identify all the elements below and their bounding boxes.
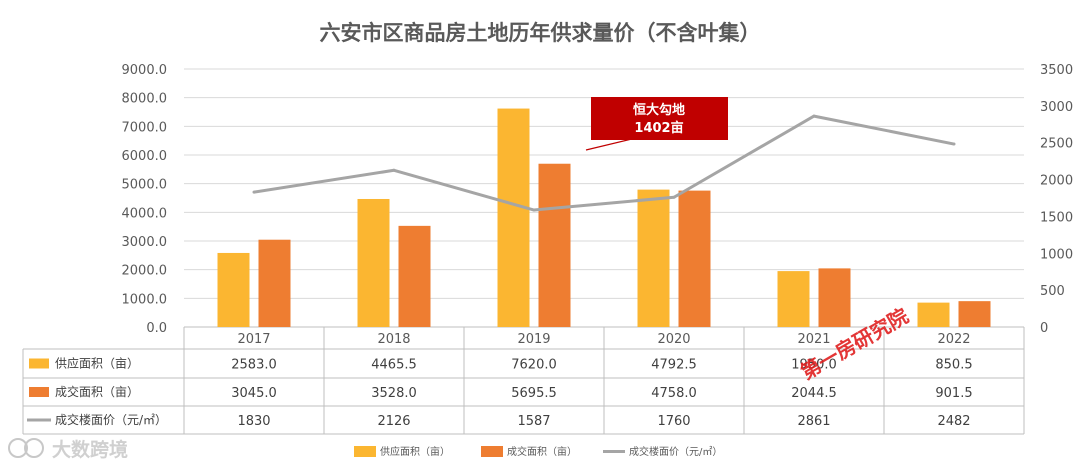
logo-icon [8,438,28,458]
legend-label: 供应面积（亩） [380,445,450,458]
left-axis-tick: 1000.0 [122,292,168,307]
table-row-swatch [29,387,49,397]
table-cell: 2482 [937,414,970,429]
left-axis-tick: 3000.0 [122,235,168,250]
right-axis-tick: 1000 [1040,247,1073,262]
logo: 大数跨境 [8,438,128,461]
table-row-label: 成交楼面价（元/㎡） [55,412,167,427]
annotation-line-1: 恒大勾地 [633,102,685,118]
table-cell: 4465.5 [371,358,417,373]
price-point [252,190,256,194]
right-axis-tick: 3500 [1040,63,1073,78]
table-cell: 850.5 [935,358,972,373]
left-axis-tick: 8000.0 [122,92,168,107]
bar-transaction [398,225,431,327]
left-axis-tick: 0.0 [146,321,167,336]
table-cell: 7620.0 [511,358,557,373]
table-cell: 901.5 [935,386,972,401]
table-row-swatch [29,358,49,369]
bar-transaction [678,190,711,327]
legend-label: 成交楼面价（元/㎡） [629,445,722,458]
x-axis-tick: 2022 [937,332,970,347]
x-axis-tick: 2019 [517,332,550,347]
bar-transaction [538,163,571,327]
table-cell: 5695.5 [511,386,557,401]
x-axis-tick: 2021 [797,332,830,347]
left-axis-tick: 4000.0 [122,206,168,221]
price-point [392,168,396,172]
left-axis-tick: 5000.0 [122,178,168,193]
right-axis-tick: 2000 [1040,174,1073,189]
table-cell: 4758.0 [651,386,697,401]
right-axis-tick: 2500 [1040,137,1073,152]
table-cell: 2044.5 [791,386,837,401]
table-cell: 1950.0 [791,358,837,373]
annotation: 恒大勾地 1402亩 [585,97,728,151]
table-cell: 2126 [377,414,410,429]
price-line-path [253,114,955,212]
right-axis-tick: 500 [1040,284,1065,299]
legend: 供应面积（亩） 成交面积（亩） 成交楼面价（元/㎡） [354,445,722,458]
price-line [252,114,956,212]
left-axis: 0.0 1000.0 2000.0 3000.0 4000.0 5000.0 6000.0 7… [122,63,168,336]
left-axis-tick: 7000.0 [122,120,168,135]
table-cell: 2583.0 [231,358,277,373]
bar-transaction [818,268,851,327]
annotation-line-2: 1402亩 [634,120,683,136]
left-axis-tick: 2000.0 [122,264,168,279]
x-axis-tick: 2020 [657,332,690,347]
table-cell: 1587 [517,414,550,429]
legend-swatch [354,446,376,457]
data-table-grid [22,327,1025,435]
chart-title: 六安市区商品房土地历年供求量价（不含叶集） [320,21,761,45]
table-cell: 1760 [657,414,690,429]
data-table: 2017 2018 2019 2020 2021 2022 供应面积（亩） 2583.0 446… [27,332,973,429]
bar-transaction [258,239,291,327]
table-cell: 3045.0 [231,386,277,401]
price-point [672,195,676,199]
price-point [812,114,816,118]
bar-supply [357,198,390,327]
table-row-label: 供应面积（亩） [55,356,139,371]
table-cell: 3528.0 [371,386,417,401]
bar-supply [917,302,950,327]
bar-transaction [958,301,991,327]
left-axis-tick: 6000.0 [122,149,168,164]
right-axis-tick: 0 [1040,321,1048,336]
price-point [952,142,956,146]
table-cell: 4792.5 [651,358,697,373]
legend-swatch [481,446,503,457]
bars [217,108,991,327]
logo-text: 大数跨境 [52,438,128,461]
x-axis-tick: 2017 [237,332,270,347]
right-axis-tick: 3000 [1040,100,1073,115]
left-axis-tick: 9000.0 [122,63,168,78]
table-cell: 2861 [797,414,830,429]
right-axis-tick: 1500 [1040,210,1073,225]
bar-supply [637,189,670,327]
bar-supply [777,271,810,327]
table-cell: 1830 [237,414,270,429]
x-axis-tick: 2018 [377,332,410,347]
price-point [532,208,536,212]
annotation-box [591,97,728,140]
bar-supply [217,252,250,327]
right-axis: 0 500 1000 1500 2000 2500 3000 3500 [1040,63,1073,336]
legend-label: 成交面积（亩） [507,445,577,458]
table-row-label: 成交面积（亩） [55,384,139,399]
bar-supply [497,108,530,327]
